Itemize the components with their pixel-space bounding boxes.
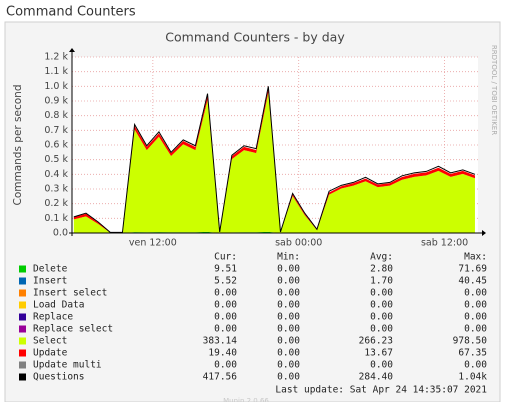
y-tick-label: 0.8 k: [44, 110, 68, 121]
legend-stat: 0.00: [277, 324, 300, 335]
legend-header: Cur:: [214, 252, 237, 263]
legend-stat: 0.00: [464, 360, 487, 371]
legend-stat: 284.40: [359, 372, 394, 383]
legend-stat: 0.00: [464, 288, 487, 299]
legend-stat: 67.35: [458, 348, 487, 359]
legend-stat: 0.00: [214, 360, 237, 371]
legend-stat: 0.00: [370, 360, 393, 371]
y-tick-label: 0.6 k: [44, 140, 68, 151]
legend-stat: 266.23: [359, 336, 393, 347]
legend-stat: 0.00: [370, 324, 393, 335]
legend-stat: 0.00: [277, 348, 300, 359]
legend-swatch: [19, 373, 26, 381]
x-tick-label: sab 00:00: [275, 238, 322, 249]
x-tick-label: sab 12:00: [421, 238, 468, 249]
legend-stat: 978.50: [453, 336, 488, 347]
legend-swatch: [19, 301, 26, 309]
legend-swatch: [19, 265, 26, 273]
legend-swatch: [19, 325, 26, 333]
y-tick-label: 1.0 k: [44, 81, 68, 92]
last-update: Last update: Sat Apr 24 14:35:07 2021: [275, 385, 487, 396]
legend-label: Insert: [33, 276, 67, 287]
legend-label: Replace select: [33, 324, 113, 335]
y-tick-label: 0.2 k: [44, 198, 68, 209]
y-tick-label: 0.7 k: [44, 125, 68, 136]
y-tick-label: 0.9 k: [44, 96, 68, 107]
footer: Munin 2.0.66: [223, 397, 269, 402]
legend-label: Select: [33, 336, 67, 347]
legend-header: Min:: [277, 252, 300, 263]
y-tick-label: 1.1 k: [44, 66, 68, 77]
legend-stat: 0.00: [277, 288, 300, 299]
legend-stat: 40.45: [458, 276, 487, 287]
y-tick-label: 0.1 k: [44, 213, 68, 224]
y-tick-label: 1.2 k: [44, 52, 68, 63]
legend-swatch: [19, 361, 26, 369]
legend-stat: 383.14: [203, 336, 238, 347]
y-tick-label: 0.4 k: [44, 169, 68, 180]
legend-stat: 0.00: [370, 288, 393, 299]
page-title: Command Counters: [6, 5, 136, 20]
legend-stat: 1.70: [370, 276, 393, 287]
legend-stat: 0.00: [464, 312, 487, 323]
legend-header: Max:: [464, 252, 487, 263]
legend-stat: 0.00: [214, 288, 237, 299]
legend-swatch: [19, 277, 26, 285]
legend-stat: 0.00: [214, 312, 237, 323]
legend-stat: 417.56: [203, 372, 238, 383]
legend-stat: 2.80: [370, 264, 393, 275]
legend-label: Questions: [33, 372, 84, 383]
legend-stat: 0.00: [370, 312, 393, 323]
watermark: RRDTOOL / TOBI OETIKER: [490, 45, 498, 135]
y-axis-arrow: [69, 48, 75, 52]
legend-stat: 0.00: [277, 276, 300, 287]
legend-stat: 19.40: [208, 348, 237, 359]
y-tick-label: 0.5 k: [44, 154, 68, 165]
legend-label: Insert select: [33, 288, 107, 299]
legend-stat: 0.00: [277, 264, 300, 275]
legend-label: Replace: [33, 312, 73, 323]
legend-swatch: [19, 349, 26, 357]
legend-swatch: [19, 313, 26, 321]
y-tick-label: 0.3 k: [44, 184, 68, 195]
legend-stat: 13.67: [364, 348, 393, 359]
legend-stat: 9.51: [214, 264, 237, 275]
legend-label: Update: [33, 348, 68, 359]
legend-stat: 0.00: [277, 312, 300, 323]
line-series: [73, 86, 476, 233]
legend-label: Delete: [33, 264, 68, 275]
legend-stat: 0.00: [214, 300, 237, 311]
legend-stat: 0.00: [277, 360, 300, 371]
y-tick-label: 0.0: [53, 228, 68, 239]
legend-stat: 0.00: [277, 336, 300, 347]
legend-stat: 0.00: [370, 300, 393, 311]
legend-stat: 5.52: [214, 276, 237, 287]
x-tick-label: ven 12:00: [129, 238, 177, 249]
legend-label: Update multi: [33, 360, 102, 371]
legend-stat: 0.00: [464, 324, 487, 335]
legend-stat: 0.00: [277, 372, 300, 383]
legend-label: Load Data: [33, 300, 84, 311]
x-axis-arrow: [482, 230, 486, 236]
y-axis-label: Commands per second: [12, 84, 24, 205]
legend-stat: 1.04k: [458, 372, 487, 383]
legend-stat: 71.69: [458, 264, 487, 275]
legend-stat: 0.00: [277, 300, 300, 311]
legend-stat: 0.00: [464, 300, 487, 311]
chart-title: Command Counters - by day: [165, 30, 345, 45]
legend-stat: 0.00: [214, 324, 237, 335]
legend-header: Avg:: [370, 252, 393, 263]
legend-swatch: [19, 289, 26, 297]
legend-swatch: [19, 337, 26, 345]
